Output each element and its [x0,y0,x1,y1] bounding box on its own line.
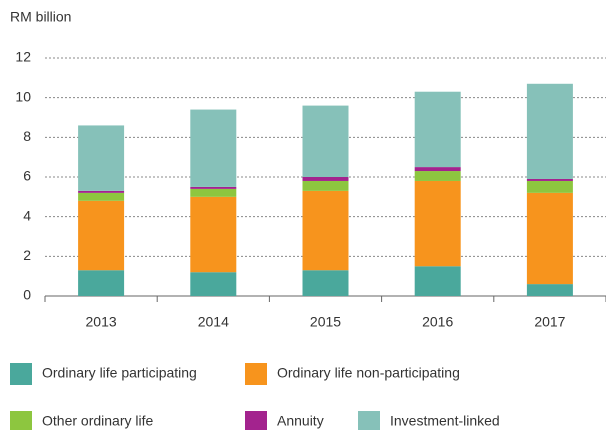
legend-label: Ordinary life participating [42,365,197,381]
bar-segment [414,180,461,267]
bar-segment [414,91,461,168]
bar-segment [526,178,573,181]
x-tick-label: 2017 [534,314,565,330]
legend-label: Other ordinary life [42,413,153,429]
bar-segment [302,190,349,271]
bar-segment [526,180,573,193]
y-tick-label: 8 [23,128,31,144]
legend-swatch [10,411,32,430]
x-tick-label: 2014 [198,314,229,330]
y-tick-label: 4 [23,207,31,223]
legend-swatch [358,411,380,430]
bar-segment [190,186,237,189]
bar-segment [78,192,125,201]
legend-label: Annuity [277,413,324,429]
bar-segment [302,180,349,191]
x-tick-label: 2013 [86,314,117,330]
bar-segment [190,109,237,187]
bar-segment [302,105,349,177]
bar-segment [190,272,237,296]
bar-segment [302,177,349,181]
y-tick-label: 10 [15,88,31,104]
bar-segment [190,188,237,197]
bar-segment [526,284,573,296]
bar-segment [78,270,125,296]
y-tick-label: 12 [15,49,31,65]
bar-segment [526,192,573,285]
y-axis-label: RM billion [10,9,71,25]
y-tick-label: 0 [23,287,31,303]
legend-label: Ordinary life non-participating [277,365,460,381]
bar-segment [190,196,237,273]
legend-label: Investment-linked [390,413,500,429]
y-tick-label: 6 [23,168,31,184]
y-tick-label: 2 [23,247,31,263]
x-tick-label: 2015 [310,314,341,330]
bar-segment [414,167,461,172]
bar-segment [414,266,461,296]
bar-segment [78,200,125,271]
bar-segment [78,125,125,191]
legend-swatch [10,363,32,385]
bar-segment [414,171,461,181]
x-tick-label: 2016 [422,314,453,330]
bar-segment [526,83,573,179]
legend-swatch [245,363,267,385]
bar-segment [78,190,125,193]
legend-swatch [245,411,267,430]
bar-segment [302,270,349,296]
